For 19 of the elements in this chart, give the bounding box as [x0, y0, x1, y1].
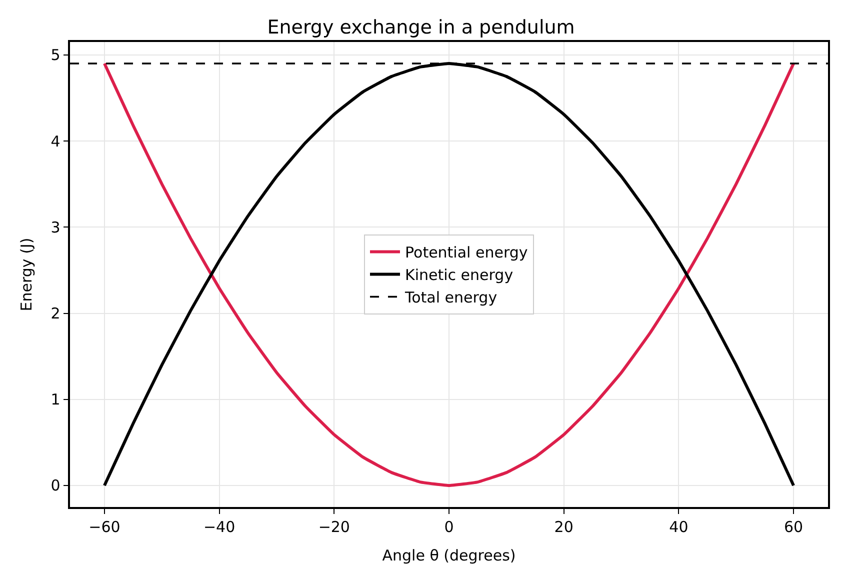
y-tick-label: 1 [50, 390, 60, 409]
legend-label: Total energy [404, 288, 498, 307]
chart-title: Energy exchange in a pendulum [267, 16, 575, 38]
x-axis-title: Angle θ (degrees) [382, 546, 516, 564]
x-tick-label: −60 [88, 518, 120, 536]
x-tick-label: −40 [203, 518, 236, 536]
y-tick-label: 2 [50, 304, 60, 322]
y-tick-label: 0 [50, 476, 60, 495]
x-tick-label: 40 [669, 518, 688, 536]
y-axis-title: Energy (J) [17, 238, 36, 312]
legend-label: Potential energy [405, 244, 528, 262]
x-tick-label: 20 [554, 518, 574, 536]
y-tick-label: 3 [50, 218, 60, 236]
x-tick-label: 0 [444, 518, 454, 536]
x-tick-label: 60 [784, 518, 804, 536]
y-tick-label: 4 [50, 132, 60, 150]
y-tick-label: 5 [50, 46, 60, 64]
legend-label: Kinetic energy [405, 266, 514, 284]
x-tick-label: −20 [318, 518, 350, 536]
